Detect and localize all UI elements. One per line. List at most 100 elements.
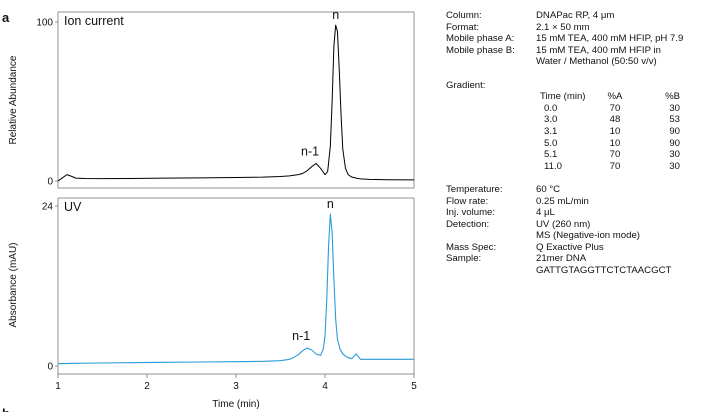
uv-peak-label: n-1 xyxy=(292,329,310,343)
gradient-row: 3.0 48 53 xyxy=(540,114,680,126)
param-row: Format: 2.1 × 50 mm xyxy=(446,22,708,34)
param-row: MS (Negative-ion mode) xyxy=(446,230,708,242)
gradient-cell: 3.0 xyxy=(544,114,558,126)
param-value: 2.1 × 50 mm xyxy=(536,21,590,33)
ion-current-trace xyxy=(57,24,415,182)
param-key: Inj. volume: xyxy=(446,207,496,219)
param-key: Detection: xyxy=(446,218,490,230)
gradient-cell: 70 xyxy=(609,102,621,114)
x-tick-label: 1 xyxy=(55,381,61,392)
gradient-label: Gradient: xyxy=(446,79,486,91)
param-key-spacer xyxy=(446,265,536,277)
gradient-row: 5.1 70 30 xyxy=(540,149,680,161)
ion-current-ytick-label: 100 xyxy=(36,18,53,29)
gradient-cell: 70 xyxy=(609,160,621,172)
gradient-cell: 5.0 xyxy=(544,137,558,149)
gradient-cell: 90 xyxy=(669,125,680,137)
panel-b-label: b xyxy=(2,406,10,412)
param-key-spacer xyxy=(446,56,536,68)
param-value: Q Exactive Plus xyxy=(536,241,604,253)
uv-frame xyxy=(57,197,415,375)
x-tick-label: 2 xyxy=(144,381,150,392)
gradient-cell: 90 xyxy=(669,137,680,149)
param-value: UV (260 nm) xyxy=(536,218,591,230)
gradient-row: 11.0 70 30 xyxy=(540,161,680,173)
param-row: Water / Methanol (50:50 v/v) xyxy=(446,56,708,68)
gradient-cell: 30 xyxy=(669,160,680,172)
gradient-row: 0.0 70 30 xyxy=(540,103,680,115)
param-row: Detection: UV (260 nm) xyxy=(446,219,708,231)
uv-trace xyxy=(57,213,414,365)
parameters-top-block: Column: DNAPac RP, 4 μm Format: 2.1 × 50 mm… xyxy=(446,10,708,68)
param-value: 0.25 mL/min xyxy=(536,195,589,207)
ion-current-frame xyxy=(57,11,415,189)
gradient-cell: 30 xyxy=(669,102,680,114)
uv-ylabel: Absorbance (mAU) xyxy=(8,242,19,327)
uv-title: UV xyxy=(64,200,82,214)
uv-peak-label: n xyxy=(327,197,334,211)
gradient-cell: 5.1 xyxy=(544,149,558,161)
param-row: Mobile phase A: 15 mM TEA, 400 mM HFIP, p… xyxy=(446,33,708,45)
param-value: 15 mM TEA, 400 mM HFIP, pH 7.9 xyxy=(536,33,684,45)
param-key: Flow rate: xyxy=(446,195,489,207)
param-row: Mass Spec: Q Exactive Plus xyxy=(446,242,708,254)
method-parameters: Column: DNAPac RP, 4 μm Format: 2.1 × 50 mm… xyxy=(446,10,708,277)
ion-current-peak-label: n-1 xyxy=(301,145,319,159)
gradient-cell: 10 xyxy=(609,137,621,149)
param-value: 4 μL xyxy=(536,207,555,219)
gradient-row: 5.0 10 90 xyxy=(540,138,680,150)
gradient-cell: 48 xyxy=(609,114,621,126)
gradient-cell: 11.0 xyxy=(544,160,562,172)
uv-ytick-label: 24 xyxy=(42,202,54,213)
ion-current-peak-label: n xyxy=(332,8,339,22)
param-key: Format: xyxy=(446,21,480,33)
param-row: Mobile phase B: 15 mM TEA, 400 mM HFIP in xyxy=(446,45,708,57)
gradient-cell: 0.0 xyxy=(544,102,558,114)
param-value: GATTGTAGGTTCTCTAACGCT xyxy=(536,265,672,277)
param-key: Column: xyxy=(446,10,482,21)
param-value: 60 °C xyxy=(536,183,561,195)
uv-ytick-label: 0 xyxy=(47,362,53,373)
panel-a-label: a xyxy=(2,10,10,25)
x-tick-label: 3 xyxy=(233,381,239,392)
param-value: Water / Methanol (50:50 v/v) xyxy=(536,56,657,68)
gradient-header-a: %A xyxy=(607,91,623,103)
param-key: Mass Spec: xyxy=(446,241,497,253)
gradient-label-row: Gradient: xyxy=(446,80,708,92)
uv-panel: UV Absorbance (mAU) Time (min) 0 24 1 2 3 4 5… xyxy=(8,197,417,410)
x-tick-label: 4 xyxy=(322,381,328,392)
param-value: 15 mM TEA, 400 mM HFIP in xyxy=(536,44,661,56)
gradient-header-row: Time (min) %A %B xyxy=(540,91,680,103)
param-row: Sample: 21mer DNA xyxy=(446,253,708,265)
param-row: Flow rate: 0.25 mL/min xyxy=(446,196,708,208)
x-axis-label: Time (min) xyxy=(212,399,259,410)
param-key: Mobile phase B: xyxy=(446,44,515,56)
gradient-header-time: Time (min) xyxy=(540,91,586,103)
gradient-header-b: %B xyxy=(665,91,680,103)
param-row: GATTGTAGGTTCTCTAACGCT xyxy=(446,265,708,277)
param-value: 21mer DNA xyxy=(536,253,587,265)
param-value: MS (Negative-ion mode) xyxy=(536,230,640,242)
param-key: Sample: xyxy=(446,253,482,265)
param-row: Column: DNAPac RP, 4 μm xyxy=(446,10,708,22)
param-value: DNAPac RP, 4 μm xyxy=(536,10,615,21)
gradient-cell: 70 xyxy=(609,149,621,161)
param-key: Temperature: xyxy=(446,183,503,195)
param-row: Inj. volume: 4 μL xyxy=(446,207,708,219)
param-key-spacer xyxy=(446,230,536,242)
parameters-bottom-block: Temperature: 60 °C Flow rate: 0.25 mL/min In… xyxy=(446,184,708,277)
ion-current-title: Ion current xyxy=(64,14,124,28)
gradient-cell: 53 xyxy=(669,114,680,126)
x-tick-label: 5 xyxy=(411,381,417,392)
gradient-row: 3.1 10 90 xyxy=(540,126,680,138)
param-row: Temperature: 60 °C xyxy=(446,184,708,196)
param-key: Mobile phase A: xyxy=(446,33,515,45)
ion-current-ylabel: Relative Abundance xyxy=(8,55,19,144)
gradient-table: Time (min) %A %B 0.0 70 30 3.0 48 53 3.1 10 90 5.… xyxy=(540,91,680,172)
ion-current-ytick-label: 0 xyxy=(47,177,53,188)
gradient-cell: 3.1 xyxy=(544,125,558,137)
gradient-cell: 30 xyxy=(669,149,680,161)
gradient-cell: 10 xyxy=(609,125,621,137)
ion-current-panel: Ion current Relative Abundance 0 100 n-1 n xyxy=(8,8,415,189)
